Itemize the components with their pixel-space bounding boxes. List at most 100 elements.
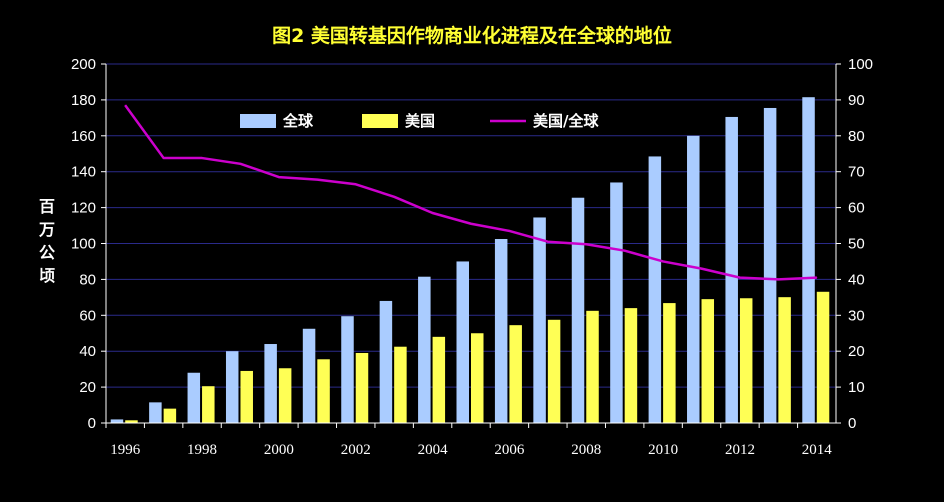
left-tick-label: 160 — [71, 128, 96, 145]
bar-usa — [701, 299, 715, 423]
right-y-ticks: 0 10 20 30 40 50 60 70 80 90 100 — [836, 56, 873, 432]
legend-label: 全球 — [282, 112, 314, 130]
bars — [110, 97, 830, 424]
bar-usa — [778, 297, 791, 423]
left-tick-label: 60 — [79, 307, 96, 324]
legend-label: 美国 — [405, 112, 435, 130]
left-tick-label: 100 — [71, 236, 96, 253]
right-tick-label: 40 — [848, 271, 865, 288]
right-tick-label: 80 — [848, 128, 865, 145]
left-tick-label: 20 — [79, 379, 96, 396]
left-tick-label: 200 — [71, 56, 96, 73]
bar-global — [533, 217, 546, 423]
ratio-line-path — [124, 104, 817, 281]
bar-global — [648, 156, 662, 423]
y-axis-label-text: 百万公顷 — [38, 197, 55, 285]
x-tick-label: 2014 — [802, 442, 833, 458]
chart-title: 图2 美国转基因作物商业化进程及在全球的地位 — [272, 24, 672, 47]
right-tick-label: 20 — [848, 343, 865, 360]
y-axis-label: 百万公顷 — [38, 197, 55, 285]
bar-usa — [547, 319, 561, 423]
right-tick-label: 30 — [848, 307, 865, 324]
x-tick-label: 2010 — [648, 442, 678, 458]
bar-usa — [163, 408, 177, 423]
right-tick-label: 90 — [848, 92, 865, 109]
right-tick-label: 0 — [848, 415, 856, 432]
bar-global — [225, 351, 239, 423]
bar-usa — [739, 298, 753, 423]
left-tick-label: 40 — [79, 343, 96, 360]
ratio-line-point — [124, 104, 126, 106]
ratio-line-point — [201, 157, 203, 159]
ratio-line-point — [432, 212, 434, 214]
bar-global — [418, 276, 431, 423]
bar-usa — [202, 386, 215, 423]
legend-swatch — [362, 114, 398, 128]
bar-usa — [125, 420, 138, 423]
bar-usa — [471, 333, 484, 423]
bar-global — [763, 107, 777, 423]
legend-label: 美国/全球 — [533, 112, 599, 130]
bar-global — [379, 300, 393, 423]
ratio-line-point — [355, 183, 357, 185]
bar-usa — [816, 291, 830, 423]
ratio-line-point — [739, 277, 741, 279]
x-tick-label: 2002 — [341, 442, 371, 458]
bar-global — [264, 344, 277, 423]
ratio-line — [124, 104, 818, 281]
ratio-line-point — [585, 243, 587, 245]
right-tick-label: 70 — [848, 164, 865, 181]
ratio-line-point — [701, 268, 703, 270]
bar-usa — [355, 352, 369, 423]
ratio-line-point — [163, 157, 165, 159]
bar-usa — [432, 336, 446, 423]
x-tick-label: 2006 — [494, 442, 525, 458]
bar-global — [610, 182, 623, 423]
x-tick-label: 1996 — [110, 442, 141, 458]
left-tick-label: 180 — [71, 92, 96, 109]
bar-global — [149, 402, 162, 423]
bar-usa — [586, 310, 599, 423]
x-tick-label: 1998 — [187, 442, 217, 458]
legend: 全球 美国 美国/全球 — [240, 112, 599, 130]
bar-usa — [278, 368, 292, 423]
bar-global — [456, 261, 469, 423]
ratio-line-point — [662, 260, 664, 262]
x-ticks: 1996 1998 2000 2002 2004 2006 2008 2010 2012 2014 — [105, 423, 833, 458]
bar-usa — [663, 303, 676, 423]
x-tick-label: 2008 — [571, 442, 601, 458]
ratio-line-point — [278, 176, 280, 178]
bar-usa — [240, 370, 253, 423]
ratio-line-point — [508, 230, 510, 232]
ratio-line-point — [239, 163, 241, 165]
left-y-ticks: 0 20 40 60 80 100 120 140 160 180 200 — [71, 56, 106, 432]
right-tick-label: 60 — [848, 200, 865, 217]
bar-usa — [394, 346, 407, 423]
left-tick-label: 0 — [88, 415, 96, 432]
left-tick-label: 120 — [71, 200, 96, 217]
bar-global — [687, 135, 700, 424]
bar-global — [341, 316, 354, 423]
bar-global — [110, 419, 124, 423]
right-tick-label: 100 — [848, 56, 873, 73]
ratio-line-point — [624, 250, 626, 252]
bar-usa — [624, 308, 638, 423]
bar-global — [187, 372, 201, 423]
bar-usa — [509, 325, 522, 423]
ratio-line-point — [547, 241, 549, 243]
right-tick-label: 50 — [848, 236, 865, 253]
legend-swatch — [240, 114, 276, 128]
bar-global — [802, 97, 815, 424]
x-tick-label: 2004 — [418, 442, 449, 458]
left-tick-label: 140 — [71, 164, 96, 181]
ratio-line-point — [816, 277, 818, 279]
ratio-line-point — [393, 196, 395, 198]
x-tick-label: 2012 — [725, 442, 755, 458]
ratio-line-point — [777, 278, 779, 280]
bar-usa — [317, 359, 330, 423]
ratio-line-point — [316, 179, 318, 181]
bar-global — [302, 328, 316, 423]
bar-global — [725, 116, 738, 423]
